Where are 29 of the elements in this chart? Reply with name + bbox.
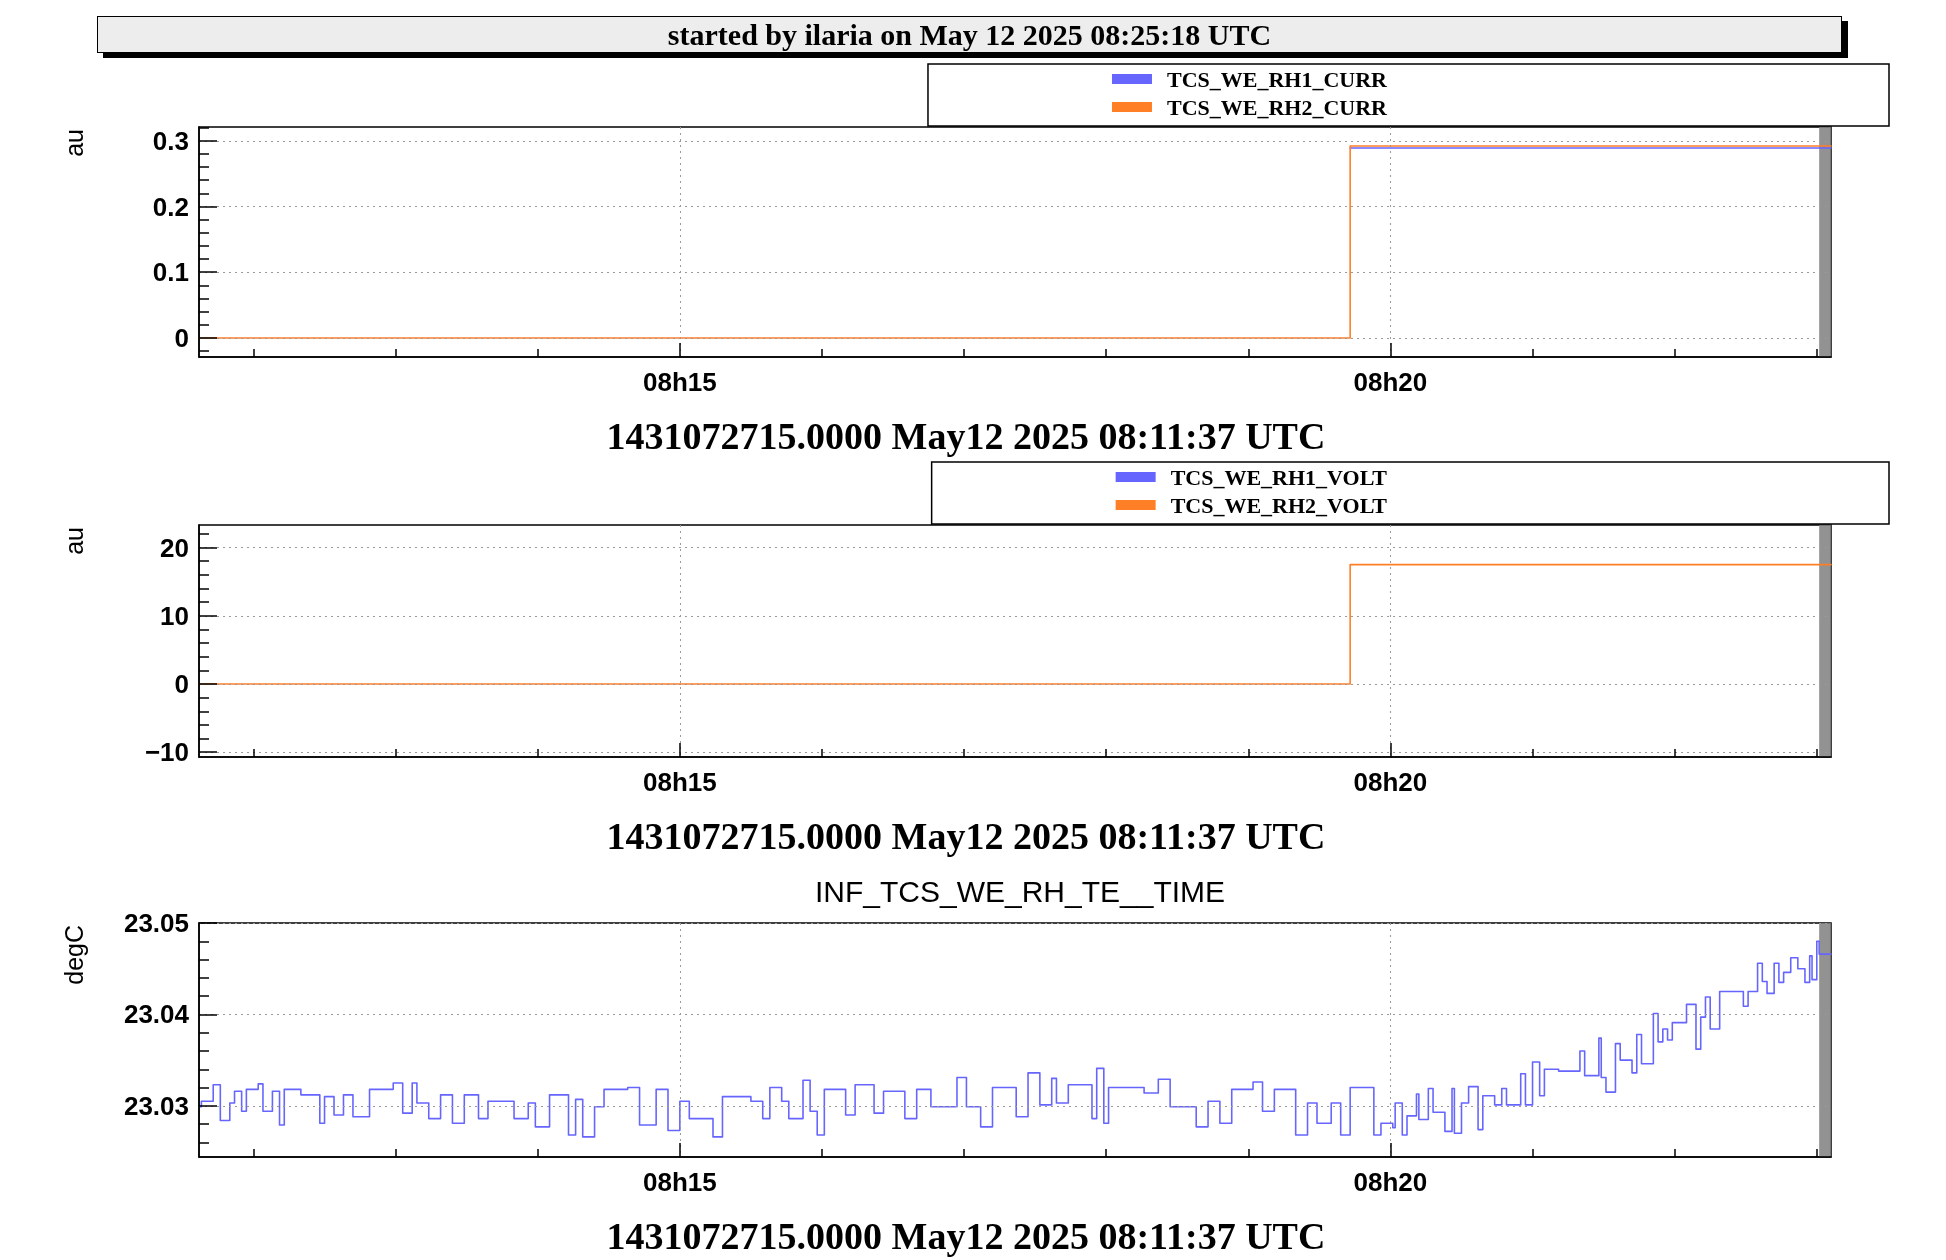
y-tick-label: 0.2	[152, 191, 189, 222]
chart-title: started by ilaria on May 12 2025 08:25:18 UTC	[667, 17, 1272, 52]
y-tick-label: 23.05	[123, 908, 189, 938]
y-tick-label: 0	[174, 668, 189, 699]
y-tick-label: −10	[144, 737, 189, 768]
y-tick-label: 20	[160, 532, 189, 563]
y-tick-label: 0.3	[152, 125, 189, 156]
y-tick-label: 0.1	[152, 257, 189, 288]
legend-label: TCS_WE_RH2_CURR	[1166, 94, 1389, 120]
legend-label: TCS_WE_RH1_VOLT	[1170, 464, 1388, 490]
y-tick-label: 23.04	[123, 999, 190, 1030]
x-axis-title: 1431072715.0000 May12 2025 08:11:37 UTC	[606, 415, 1326, 457]
y-tick-label: 10	[160, 600, 189, 631]
x-tick-label: 08h20	[1353, 1167, 1428, 1197]
x-tick-label: 08h15	[642, 1167, 717, 1197]
x-tick-label: 08h15	[642, 367, 717, 397]
y-tick-label: 23.03	[123, 1090, 189, 1121]
y-axis-title: degC	[60, 925, 88, 985]
x-axis-title: 1431072715.0000 May12 2025 08:11:37 UTC	[606, 1215, 1326, 1257]
y-tick-label: 0	[174, 322, 189, 353]
legend-label: TCS_WE_RH1_CURR	[1166, 66, 1389, 92]
x-tick-label: 08h15	[642, 767, 717, 797]
y-axis-title: au	[60, 129, 88, 157]
chart-title: INF_TCS_WE_RH_TE__TIME	[814, 874, 1226, 908]
x-axis-title: 1431072715.0000 May12 2025 08:11:37 UTC	[606, 815, 1326, 857]
x-tick-label: 08h20	[1353, 367, 1428, 397]
y-axis-title: au	[60, 527, 88, 555]
legend-label: TCS_WE_RH2_VOLT	[1170, 492, 1388, 518]
x-tick-label: 08h20	[1353, 767, 1428, 797]
